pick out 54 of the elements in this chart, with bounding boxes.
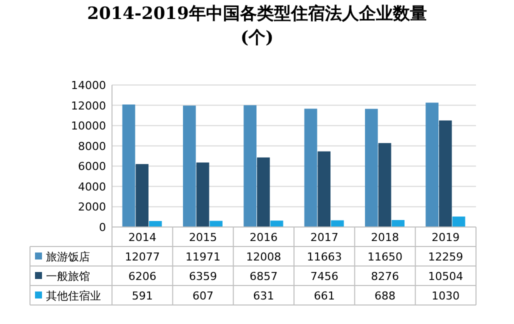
data-label: 6359	[189, 270, 217, 283]
bar	[244, 105, 256, 227]
data-label: 631	[253, 290, 274, 302]
y-tick-label: 4000	[78, 180, 106, 194]
bar	[304, 108, 318, 227]
y-tick-label: 6000	[78, 160, 106, 174]
y-tick-label: 8000	[78, 140, 106, 153]
legend-label: 其他住宿业	[46, 290, 101, 302]
bar	[364, 108, 378, 227]
bar	[331, 220, 344, 227]
x-tick-label: 2016	[250, 231, 278, 244]
bar	[318, 151, 331, 227]
data-label: 11650	[368, 250, 402, 264]
bar	[136, 164, 149, 227]
y-tick-label: 14000	[71, 79, 106, 92]
bar	[452, 216, 466, 227]
x-tick-label: 2014	[128, 231, 156, 244]
x-tick-label: 2019	[432, 231, 460, 244]
data-label: 12259	[428, 250, 464, 264]
bar	[182, 106, 196, 227]
data-label: 6206	[128, 270, 156, 283]
bar	[196, 162, 210, 227]
data-label: 12077	[124, 250, 160, 264]
bar	[392, 220, 405, 227]
y-tick-label: 2000	[78, 200, 106, 214]
legend-label: 一般旅馆	[46, 270, 90, 283]
data-label: 6857	[250, 270, 278, 283]
bar	[122, 104, 136, 227]
data-label: 12008	[246, 250, 282, 264]
data-label: 688	[374, 290, 396, 302]
data-label: 11971	[186, 250, 220, 264]
bar	[149, 221, 162, 227]
legend-label: 旅游饭店	[46, 250, 90, 264]
data-label: 8276	[371, 270, 399, 283]
chart-title: 2014-2019年中国各类型住宿法人企业数量(个)	[86, 3, 428, 50]
bar	[256, 157, 270, 227]
y-tick-label: 10000	[71, 120, 106, 133]
bar	[378, 143, 392, 227]
data-label: 1030	[432, 290, 460, 302]
bar	[270, 220, 284, 227]
x-tick-label: 2018	[371, 231, 399, 244]
x-tick-label: 2015	[189, 231, 217, 244]
data-label: 591	[132, 290, 153, 302]
y-tick-label: 12000	[71, 99, 106, 112]
data-label: 10504	[428, 270, 464, 283]
x-tick-label: 2017	[310, 231, 338, 244]
y-tick-label: 0	[99, 221, 106, 234]
bar	[210, 220, 223, 227]
data-label: 661	[314, 290, 335, 302]
data-label: 607	[192, 290, 214, 302]
data-label: 11663	[306, 250, 342, 264]
data-label: 7456	[310, 270, 338, 283]
bar	[438, 120, 452, 227]
bar	[426, 102, 438, 227]
